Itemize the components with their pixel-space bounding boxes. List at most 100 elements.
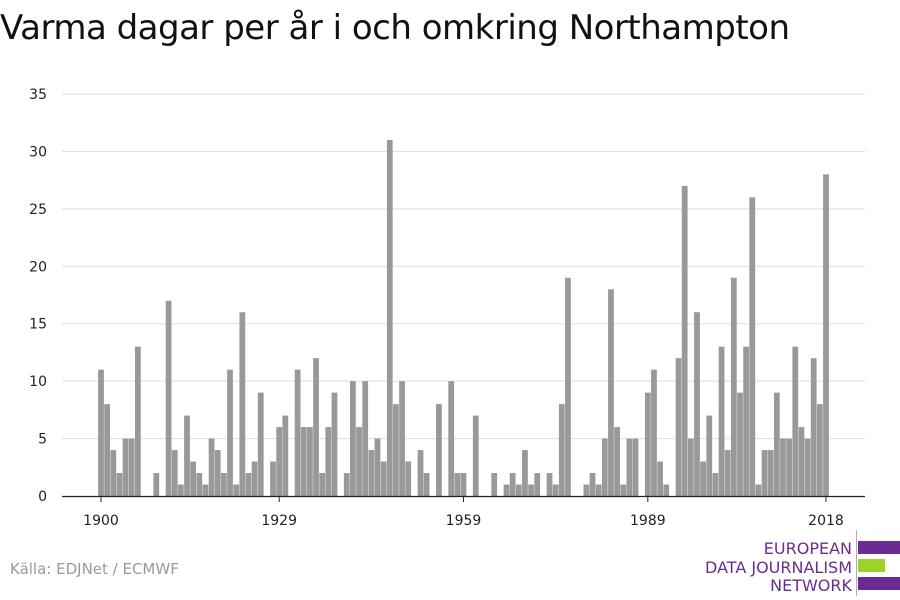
bar-1992 (663, 484, 670, 496)
bar-1920 (220, 473, 227, 496)
bar-1938 (331, 392, 338, 496)
bar-1906 (134, 346, 141, 496)
bar-1922 (233, 484, 240, 496)
bar-1980 (589, 473, 596, 496)
chart-title: Varma dagar per år i och omkring Northam… (0, 8, 790, 48)
bar-1974 (552, 484, 559, 496)
bar-1919 (214, 450, 221, 496)
bar-1903 (116, 473, 123, 496)
bar-1928 (270, 461, 276, 496)
logo-bar-green (858, 559, 885, 572)
bar-1966 (503, 484, 510, 496)
bar-2018 (823, 174, 829, 496)
bar-2002 (724, 450, 731, 496)
y-tick-label-35: 35 (29, 87, 47, 103)
bar-1946 (380, 461, 387, 496)
logo-bar-purple-top (858, 541, 900, 554)
bar-1904 (122, 438, 129, 496)
bar-1997 (694, 312, 700, 496)
logo-bar-purple-bottom (858, 577, 900, 590)
logo-text-line3: NETWORK (770, 576, 852, 595)
bar-1968 (515, 484, 522, 496)
bar-1944 (368, 450, 375, 496)
bar-1999 (706, 415, 713, 496)
bar-1937 (325, 427, 332, 496)
y-tick-label-0: 0 (38, 489, 47, 505)
bar-1934 (307, 427, 313, 496)
bar-2013 (792, 346, 799, 496)
x-tick-label-1989: 1989 (630, 513, 666, 529)
bar-1969 (522, 450, 528, 496)
logo-text-line2: DATA JOURNALISM (705, 558, 852, 577)
bar-1989 (644, 392, 651, 496)
bar-2005 (743, 346, 750, 496)
bar-1929 (276, 427, 283, 496)
bar-1914 (184, 415, 190, 496)
bar-2000 (712, 473, 719, 496)
logo-divider (856, 530, 857, 596)
bar-1917 (202, 484, 209, 496)
bar-1982 (601, 438, 608, 496)
bar-1955 (436, 404, 442, 496)
bar-1936 (319, 473, 326, 496)
bar-1902 (110, 450, 117, 496)
bar-1975 (558, 404, 565, 496)
bar-1967 (509, 473, 516, 496)
edjnet-logo[interactable]: EUROPEAN DATA JOURNALISM NETWORK (700, 530, 900, 600)
bar-2007 (755, 484, 762, 496)
bar-2009 (767, 450, 774, 496)
bar-1981 (595, 484, 602, 496)
bar-2008 (761, 450, 768, 496)
bar-1995 (681, 185, 688, 496)
x-tick-label-1900: 1900 (83, 513, 119, 529)
bar-1961 (472, 415, 479, 496)
y-tick-label-5: 5 (38, 432, 47, 448)
bar-1949 (399, 381, 405, 496)
bar-2010 (773, 392, 780, 496)
bar-1925 (251, 461, 258, 496)
bar-1905 (128, 438, 135, 496)
bar-1983 (608, 289, 614, 496)
bar-1923 (239, 312, 246, 496)
bar-2015 (804, 438, 811, 496)
bar-1912 (171, 450, 178, 496)
bar-1942 (356, 427, 362, 496)
bar-1984 (614, 427, 620, 496)
bar-1990 (651, 369, 657, 496)
bar-1924 (245, 473, 252, 496)
bar-1909 (153, 473, 160, 496)
bar-2004 (737, 392, 743, 496)
bar-1901 (104, 404, 111, 496)
bar-1958 (454, 473, 461, 496)
bar-1991 (657, 461, 663, 496)
bar-1948 (393, 404, 399, 496)
bar-1900 (98, 369, 104, 496)
bar-1976 (565, 277, 571, 496)
bar-1943 (362, 381, 369, 496)
bar-1935 (313, 358, 319, 496)
bar-1932 (294, 369, 301, 496)
bar-1952 (417, 450, 424, 496)
bar-1911 (165, 300, 172, 496)
bar-1950 (405, 461, 412, 496)
bar-1915 (190, 461, 197, 496)
bar-2003 (730, 277, 737, 496)
bar-2006 (749, 197, 756, 496)
bar-2014 (798, 427, 805, 496)
bar-1970 (528, 484, 534, 496)
bar-1987 (632, 438, 639, 496)
bar-1971 (534, 473, 541, 496)
bar-1916 (196, 473, 203, 496)
bar-1926 (257, 392, 264, 496)
bar-2001 (718, 346, 725, 496)
bar-2016 (810, 358, 817, 496)
bar-1998 (700, 461, 707, 496)
bar-2012 (786, 438, 793, 496)
bar-1913 (177, 484, 184, 496)
bar-1985 (620, 484, 627, 496)
source-note: Källa: EDJNet / ECMWF (10, 560, 179, 578)
y-tick-label-25: 25 (29, 202, 47, 218)
bar-1979 (583, 484, 590, 496)
bar-1959 (460, 473, 467, 496)
